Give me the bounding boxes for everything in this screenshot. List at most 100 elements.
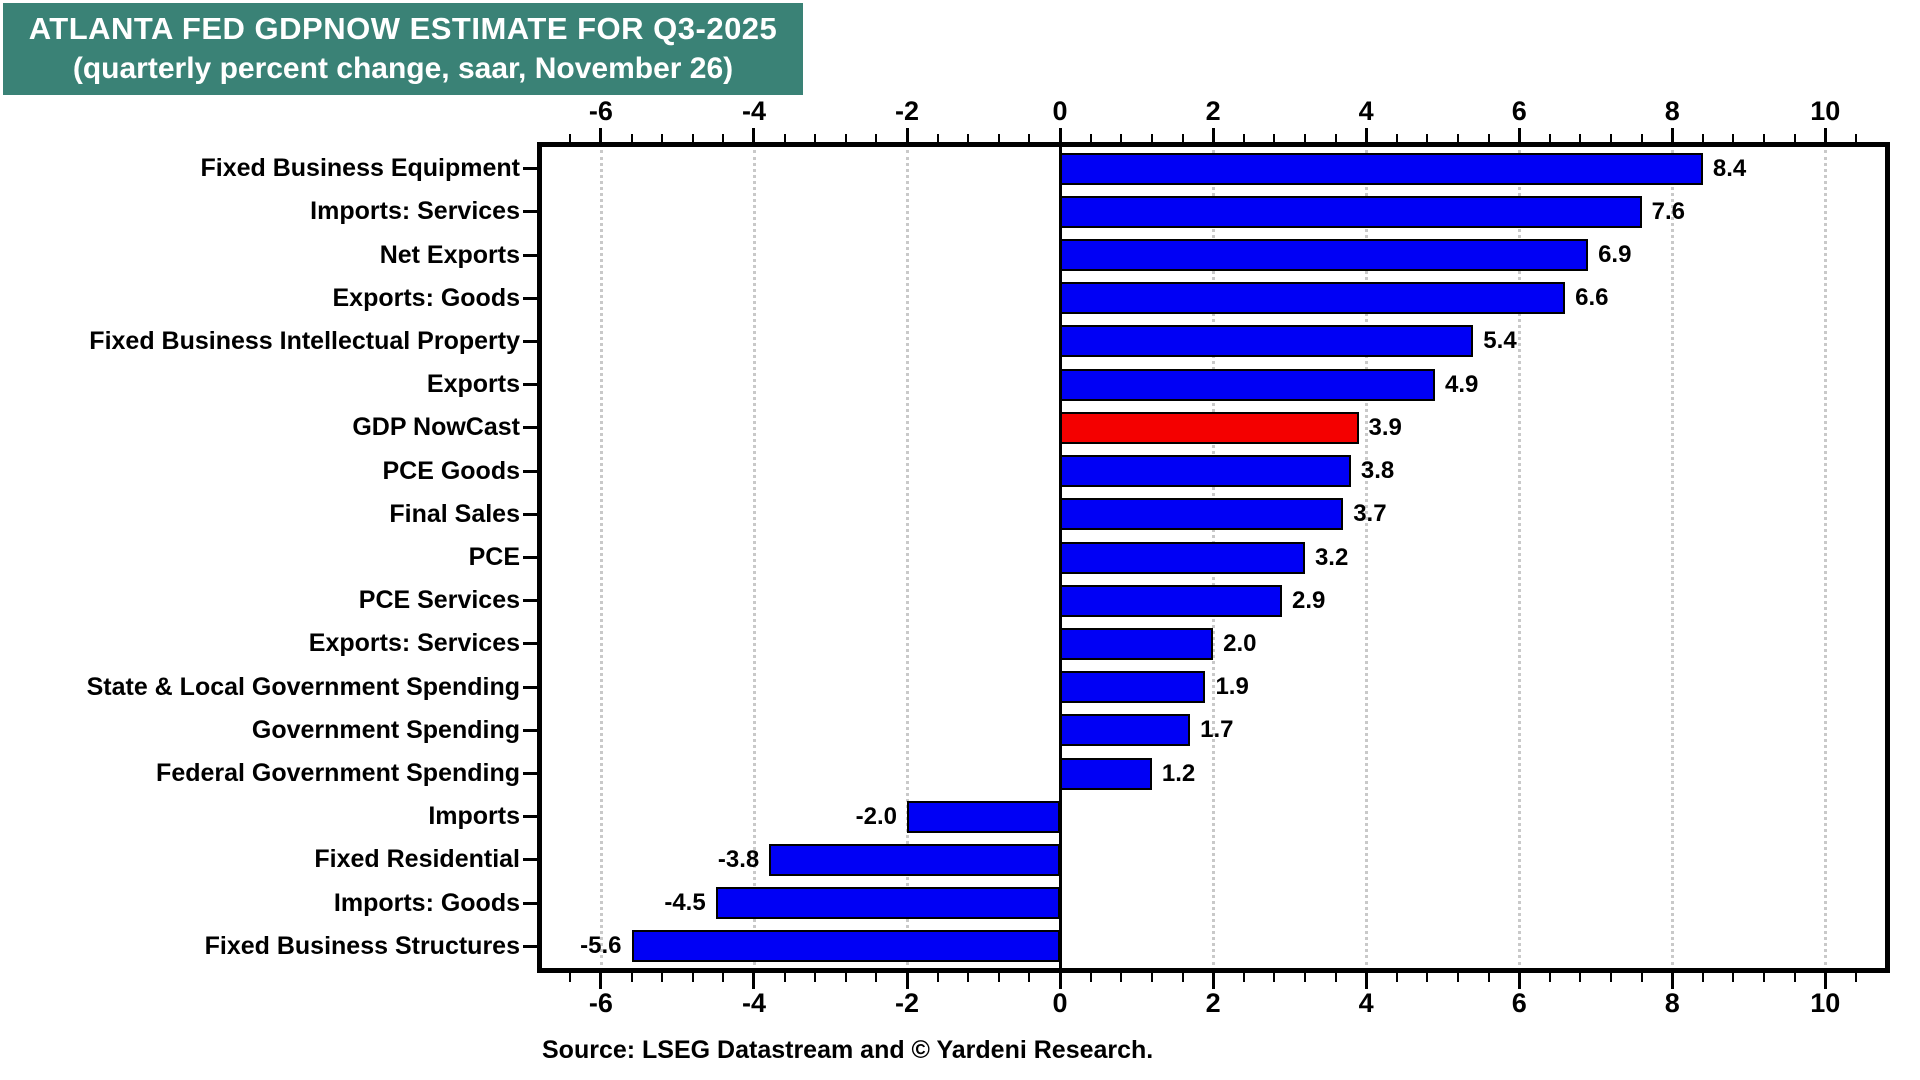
x-axis-tick-label-bottom: -2 [895,988,920,1018]
major-tick-top [1058,128,1062,142]
minor-tick-bottom [1089,973,1092,982]
minor-tick-bottom [1701,973,1704,982]
bar-value-label: 8.4 [1712,154,1747,182]
major-tick-bottom [1823,973,1827,989]
minor-tick-bottom [814,973,817,982]
x-axis-tick-label-top: 2 [1205,96,1221,126]
minor-tick-top [1763,134,1766,142]
major-tick-top [599,128,603,142]
minor-tick-bottom [1120,973,1123,982]
minor-tick-top [1854,134,1857,142]
bar-gdp-nowcast [1060,411,1359,444]
title-banner: ATLANTA FED GDPNOW ESTIMATE FOR Q3-2025 … [3,3,803,95]
x-axis-tick-label-bottom: 10 [1810,988,1841,1018]
bar-fixed-residential [769,843,1061,876]
minor-tick-bottom [1426,973,1429,982]
category-label-pce-services: PCE Services [358,586,520,615]
category-label-imports-goods: Imports: Goods [333,888,520,917]
minor-tick-bottom [1763,973,1766,982]
category-tick [523,728,537,732]
grid-line [599,150,603,965]
minor-tick-bottom [1150,973,1153,982]
bar-pce [1060,541,1305,574]
category-tick [523,858,537,862]
bar-fixed-business-structures [631,930,1061,963]
x-axis-tick-label-bottom: 8 [1664,988,1680,1018]
x-axis-tick-label-bottom: 6 [1511,988,1527,1018]
minor-tick-bottom [1303,973,1306,982]
minor-tick-bottom [661,973,664,982]
category-tick [523,167,537,171]
minor-tick-bottom [1181,973,1184,982]
minor-tick-bottom [1334,973,1337,982]
minor-tick-top [1579,134,1582,142]
category-tick [523,210,537,214]
category-label-federal-government-spending: Federal Government Spending [156,759,520,788]
minor-tick-top [844,134,847,142]
x-axis-tick-label-top: 4 [1358,96,1374,126]
category-tick [523,642,537,646]
minor-tick-bottom [1732,973,1735,982]
category-label-fixed-business-intellectual-property: Fixed Business Intellectual Property [89,326,520,355]
bar-value-label: 3.8 [1360,457,1395,485]
minor-tick-bottom [783,973,786,982]
x-axis-tick-label-bottom: 0 [1052,988,1068,1018]
bar-value-label: -3.8 [717,845,760,873]
major-tick-bottom [752,973,756,989]
major-tick-top [1823,128,1827,142]
category-tick [523,815,537,819]
minor-tick-bottom [1640,973,1643,982]
major-tick-top [1517,128,1521,142]
bar-imports-goods [715,887,1061,920]
minor-tick-bottom [1028,973,1031,982]
major-tick-top [1364,128,1368,142]
category-label-exports-goods: Exports: Goods [332,283,520,312]
minor-tick-top [1640,134,1643,142]
bar-value-label: 3.9 [1368,413,1402,441]
minor-tick-top [661,134,664,142]
major-tick-top [1211,128,1215,142]
bar-value-label: 2.9 [1291,586,1326,614]
category-label-pce: PCE [468,543,520,571]
bar-fixed-business-equipment [1060,152,1703,185]
source-note: Source: LSEG Datastream and © Yardeni Re… [542,1036,1154,1064]
minor-tick-bottom [630,973,633,982]
minor-tick-top [1273,134,1276,142]
minor-tick-bottom [1610,973,1613,982]
major-tick-bottom [905,973,909,989]
category-tick [523,772,537,776]
x-axis-tick-label-bottom: 4 [1358,988,1374,1018]
minor-tick-bottom [1273,973,1276,982]
minor-tick-bottom [1854,973,1857,982]
category-tick [523,685,537,689]
bar-value-label: 1.2 [1161,759,1196,787]
major-tick-bottom [1211,973,1215,989]
minor-tick-bottom [722,973,725,982]
category-label-fixed-residential: Fixed Residential [314,845,520,874]
x-axis-tick-label-top: -2 [895,96,920,126]
minor-tick-top [1456,134,1459,142]
bar-fixed-business-intellectual-property [1060,325,1474,358]
category-label-gdp-nowcast: GDP NowCast [352,413,520,442]
minor-tick-top [967,134,970,142]
chart-subtitle: (quarterly percent change, saar, Novembe… [72,52,734,85]
minor-tick-top [691,134,694,142]
category-tick [523,383,537,387]
bar-value-label: 6.9 [1598,241,1632,269]
minor-tick-top [1120,134,1123,142]
bar-value-label: -4.5 [664,889,706,917]
minor-tick-top [1028,134,1031,142]
bar-imports [907,800,1061,833]
category-tick [523,944,537,948]
minor-tick-top [569,134,572,142]
category-tick [523,296,537,300]
minor-tick-bottom [967,973,970,982]
minor-tick-top [875,134,878,142]
grid-line [1671,150,1675,965]
grid-line [906,150,910,965]
x-axis-tick-label-top: -6 [588,96,613,126]
bar-value-label: 2.0 [1223,629,1257,657]
minor-tick-bottom [936,973,939,982]
bar-pce-goods [1060,455,1351,488]
